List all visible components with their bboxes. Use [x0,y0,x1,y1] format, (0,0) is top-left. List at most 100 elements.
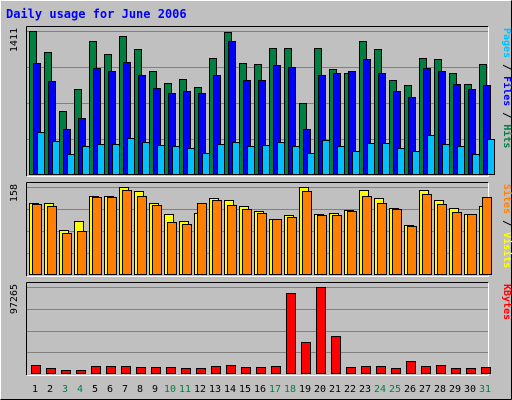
pages-bar [217,144,225,175]
pages-bar [127,138,135,175]
x-tick-label: 1 [32,384,38,395]
kbytes-bar [376,366,386,374]
sites-bar [197,203,207,275]
x-tick-label: 16 [254,384,266,395]
pages-bar [442,144,450,175]
kbytes-bar [271,366,281,374]
kbytes-bar [211,366,221,374]
kbytes-bar [91,366,101,374]
x-tick-label: 23 [359,384,371,395]
pages-bar [382,143,390,175]
sites-bar [362,196,372,275]
x-tick-label: 7 [122,384,128,395]
pages-bar [82,146,90,175]
sites-bar [392,209,402,275]
x-tick-label: 28 [434,384,446,395]
pages-bar [112,144,120,175]
sites-bar [407,226,417,275]
kbytes-bar [181,368,191,374]
x-tick-label: 8 [137,384,143,395]
pages-bar [457,146,465,175]
sites-bar [272,219,282,275]
legend-part: Files [501,76,512,106]
sites-bar [167,222,177,275]
x-tick-label: 10 [164,384,176,395]
x-tick-label: 26 [404,384,416,395]
kbytes-bar [391,368,401,374]
sites-bar [422,194,432,275]
sites-bar [227,205,237,275]
x-tick-label: 27 [419,384,431,395]
chart-title: Daily usage for June 2006 [6,7,187,21]
kbytes-bar [331,336,341,374]
kbytes-bar [196,368,206,374]
x-tick-label: 22 [344,384,356,395]
sites-bar [152,205,162,275]
kbytes-bar [436,365,446,374]
panel-1: 1411 Pages / Files / Hits [9,26,512,177]
x-tick-label: 3 [62,384,68,395]
plot-area [26,282,489,376]
legend-part: Hits [501,124,512,148]
kbytes-bar [166,367,176,374]
kbytes-bar [61,370,71,374]
x-tick-label: 12 [194,384,206,395]
pages-bar [427,135,435,175]
sites-bar [452,212,462,275]
pages-bar [262,145,270,175]
sites-bar [107,197,117,275]
x-tick-label: 19 [299,384,311,395]
pages-bar [37,132,45,175]
kbytes-bar [136,367,146,374]
pages-bar [247,146,255,175]
sites-bar [317,215,327,275]
x-tick-label: 13 [209,384,221,395]
pages-bar [322,140,330,175]
kbytes-bar [226,365,236,374]
pages-bar [277,142,285,175]
sites-bar [377,203,387,275]
y-max-label: 158 [9,184,20,202]
series-legend: Pages / Files / Hits [501,28,512,148]
pages-bar [67,154,75,175]
x-tick-label: 9 [152,384,158,395]
x-tick-label: 5 [92,384,98,395]
pages-bar [97,144,105,175]
pages-bar [142,142,150,175]
sites-bar [437,204,447,275]
x-tick-label: 14 [224,384,236,395]
panel-3: 97265 KBytes [9,282,512,376]
sites-bar [47,206,57,275]
sites-bar [332,215,342,275]
sites-bar [62,233,72,275]
x-tick-label: 11 [179,384,191,395]
legend-part: Pages [501,28,512,58]
x-tick-label: 29 [449,384,461,395]
pages-bar [367,143,375,175]
x-tick-label: 21 [329,384,341,395]
kbytes-bar [106,366,116,374]
chart-panels: 1411 Pages / Files / Hits 158 Sites / Visit… [9,26,512,376]
x-tick-label: 24 [374,384,386,395]
x-tick-label: 25 [389,384,401,395]
kbytes-bar [406,361,416,374]
kbytes-bar [241,367,251,374]
legend-part: / [501,214,512,232]
kbytes-bar [151,367,161,374]
y-max-label: 97265 [9,284,20,314]
kbytes-bar [466,368,476,374]
legend-part: KBytes [501,284,512,320]
x-tick-label: 15 [239,384,251,395]
pages-bar [307,153,315,175]
sites-bar [122,190,132,275]
pages-bar [157,145,165,175]
kbytes-bar [316,287,326,374]
series-legend: Sites / Visits [501,184,512,268]
kbytes-bar [421,366,431,374]
series-legend: KBytes [501,284,512,320]
x-tick-label: 2 [47,384,53,395]
sites-bar [32,204,42,275]
x-tick-label: 20 [314,384,326,395]
kbytes-bar [76,370,86,374]
sites-bar [287,217,297,275]
